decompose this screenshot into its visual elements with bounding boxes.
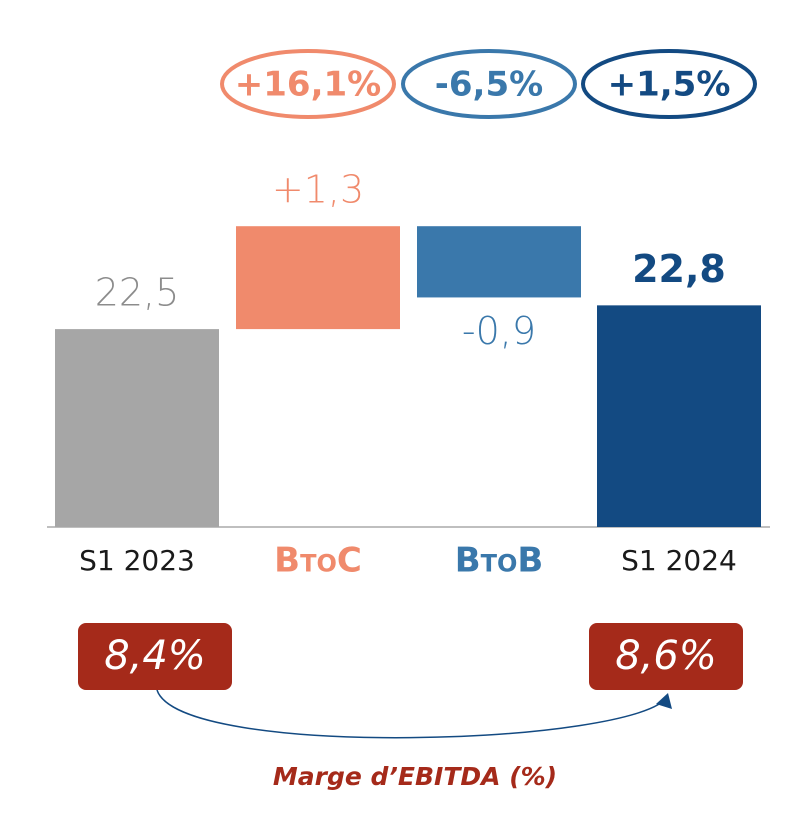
growth-oval [401,49,577,119]
value-label: 22,8 [632,247,726,291]
bar [55,329,219,527]
growth-oval [220,49,396,119]
margin-caption: Marge d’EBITDA (%) [273,762,557,791]
value-label: -0,9 [462,309,536,353]
category-label: S1 2023 [79,544,195,577]
bar [236,226,400,330]
bar [597,305,761,527]
growth-oval [581,49,757,119]
value-label: +1,3 [272,168,364,212]
value-label: 22,5 [95,271,180,315]
margin-arrow [156,689,669,739]
category-label: S1 2024 [621,544,737,577]
margin-box [589,623,743,690]
margin-label: 8,6% [615,633,717,679]
margin-label: 8,4% [104,633,206,679]
margin-arrowhead [656,693,672,709]
category-label: BtoC [274,541,362,581]
growth-label: -6,5% [435,65,543,105]
growth-label: +16,1% [235,65,381,105]
category-label: BtoB [455,541,544,581]
growth-label: +1,5% [608,65,731,105]
margin-box [78,623,232,690]
bar [417,226,581,298]
